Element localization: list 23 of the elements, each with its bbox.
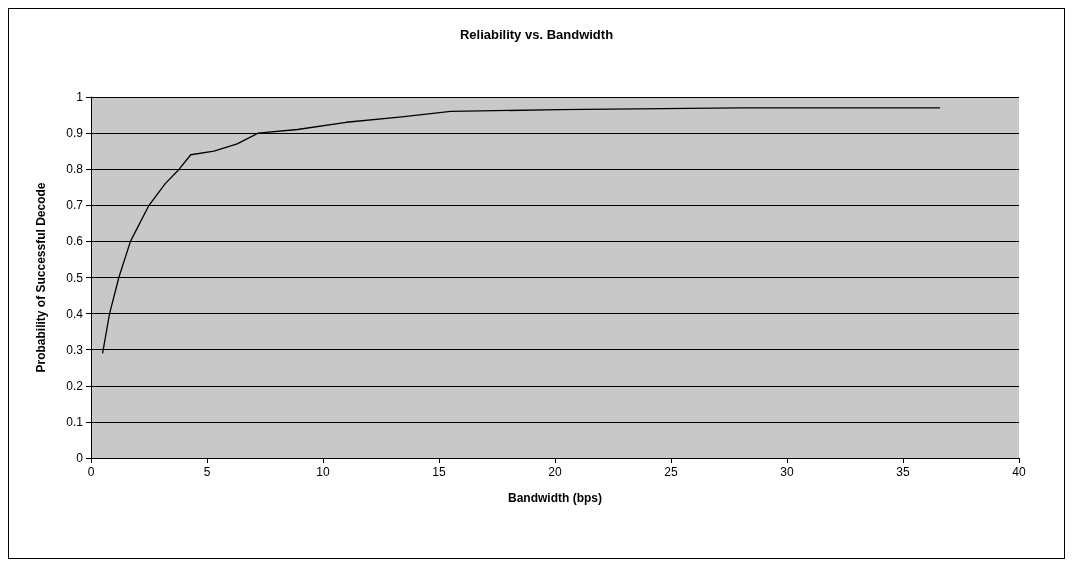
y-tick-label: 0.5 [66,270,84,285]
y-tick-label: 0.4 [66,306,84,321]
y-tick-label: 0 [76,451,84,465]
y-tick-label: 0.2 [66,378,84,393]
y-tick-label: 0.6 [66,234,84,249]
x-tick-label: 30 [780,465,794,479]
x-tick-label: 40 [1012,465,1026,479]
y-tick-label: 0.7 [66,198,84,213]
x-axis-title: Bandwidth (bps) [508,491,602,505]
x-tick-label: 0 [87,465,95,479]
x-tick-label: 25 [664,465,678,479]
chart-title: Reliability vs. Bandwidth [459,27,614,42]
x-tick-label: 5 [203,465,211,479]
x-tick-label: 10 [316,465,330,479]
y-tick-label: 0.3 [66,342,84,357]
x-tick-label: 15 [432,465,446,479]
y-tick-label: 0.1 [66,414,84,429]
y-tick-label: 1 [76,90,84,104]
y-tick-label: 0.8 [66,162,84,177]
y-tick-label: 0.9 [66,126,84,141]
y-axis-title: Probability of Successful Decode [34,182,48,373]
x-tick-label: 35 [896,465,910,479]
x-tick-label: 20 [548,465,562,479]
